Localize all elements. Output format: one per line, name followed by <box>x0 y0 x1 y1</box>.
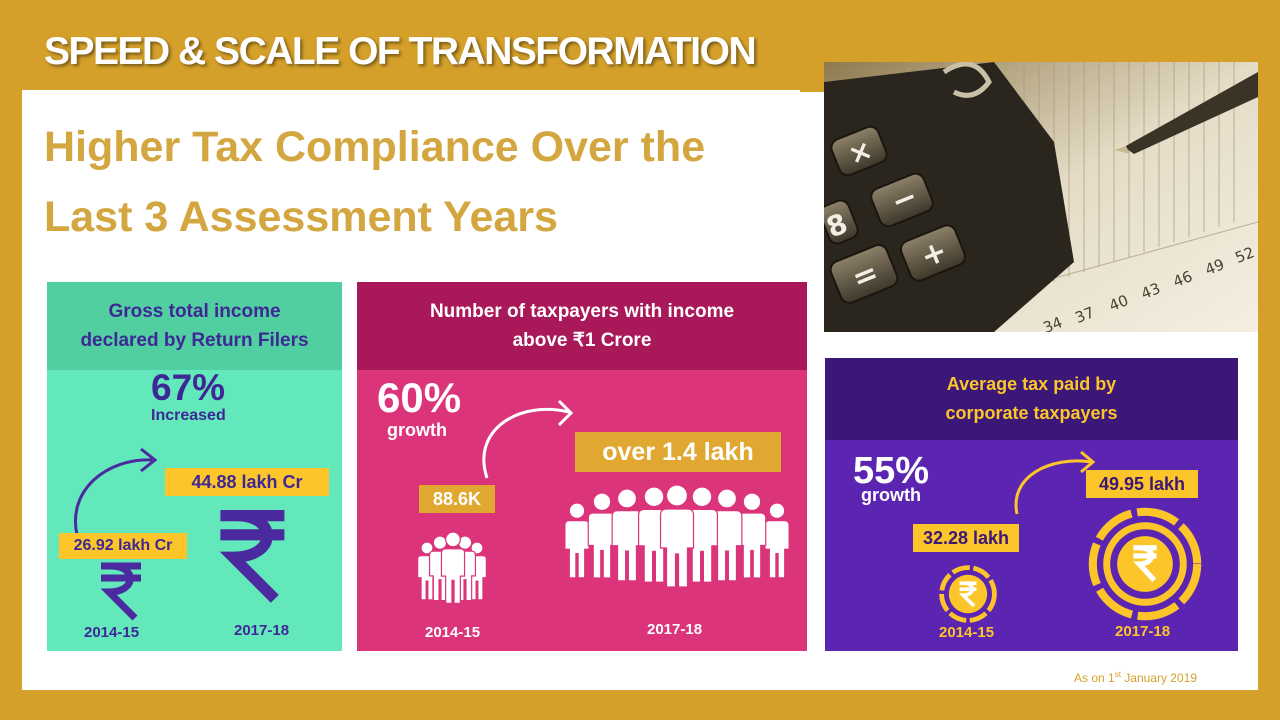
new-year-label: 2017-18 <box>234 622 290 639</box>
title-line-2: above ₹1 Crore <box>512 330 652 351</box>
growth-arrow-icon <box>74 447 158 536</box>
rupee-icon <box>100 562 141 621</box>
old-value-tag: 26.92 lakh Cr <box>59 533 187 559</box>
footnote-suffix: January 2019 <box>1120 671 1197 685</box>
card-taxpayers-title: Number of taxpayers with income above ₹1… <box>357 282 807 370</box>
person-icon <box>659 484 695 588</box>
new-value-tag: over 1.4 lakh <box>575 432 781 472</box>
svg-text:49: 49 <box>1203 255 1227 279</box>
percent-value: 60% <box>377 374 462 421</box>
person-icon <box>440 531 466 604</box>
person-icon <box>711 488 743 582</box>
growth-arrow-icon <box>482 399 574 479</box>
title-line-2: corporate taxpayers <box>945 403 1118 423</box>
rupee-icon-large <box>219 510 285 603</box>
card-corporate-tax: Average tax paid by corporate taxpayers … <box>825 358 1238 651</box>
svg-text:40: 40 <box>1107 291 1131 315</box>
percent-label: growth <box>861 485 921 505</box>
card-taxpayers: Number of taxpayers with income above ₹1… <box>357 282 807 651</box>
old-year-label: 2014-15 <box>425 624 481 641</box>
new-value-tag: 44.88 lakh Cr <box>165 468 329 496</box>
rupee-coin-icon-large <box>1088 507 1202 621</box>
calculator-and-pen-icon: × − + = 8 34 37 40 43 46 49 52 <box>824 62 1258 332</box>
person-icon <box>587 492 617 579</box>
svg-text:43: 43 <box>1139 279 1163 303</box>
old-value-tag: 32.28 lakh <box>913 524 1019 552</box>
new-value-tag: 49.95 lakh <box>1086 470 1198 498</box>
heading-line-1: Higher Tax Compliance Over the <box>44 123 706 171</box>
person-icon <box>764 502 790 579</box>
svg-text:34: 34 <box>1041 313 1065 332</box>
svg-text:37: 37 <box>1073 303 1097 327</box>
footnote-prefix: As on 1 <box>1074 671 1115 685</box>
footnote-sup: st <box>1114 670 1121 679</box>
title-line-1: Number of taxpayers with income <box>429 301 735 322</box>
old-year-label: 2014-15 <box>939 624 995 641</box>
percent-label: growth <box>387 420 447 440</box>
people-icon-large <box>564 484 790 588</box>
person-icon <box>611 488 643 582</box>
old-value-tag: 88.6K <box>419 485 495 513</box>
title-line-1: Gross total income <box>108 301 281 322</box>
percent-label: Increased <box>151 407 226 424</box>
svg-text:52: 52 <box>1233 243 1257 267</box>
growth-arrow-icon <box>1014 450 1096 515</box>
percent-value: 55% <box>853 450 930 492</box>
footnote: As on 1st January 2019 <box>1074 670 1197 685</box>
calculator-photo: × − + = 8 34 37 40 43 46 49 52 <box>824 62 1258 332</box>
svg-text:46: 46 <box>1171 267 1195 291</box>
banner-title: SPEED & SCALE OF TRANSFORMATION <box>44 30 757 73</box>
rupee-coin-icon <box>939 565 997 623</box>
card-gross-income: Gross total income declared by Return Fi… <box>47 282 342 651</box>
heading-line-2: Last 3 Assessment Years <box>44 193 558 241</box>
new-year-label: 2017-18 <box>1115 623 1171 640</box>
page-heading: Higher Tax Compliance Over the Last 3 As… <box>44 112 804 252</box>
card-corporate-tax-title: Average tax paid by corporate taxpayers <box>825 358 1238 440</box>
person-icon <box>564 502 590 579</box>
person-icon <box>737 492 767 579</box>
title-line-1: Average tax paid by <box>946 374 1117 394</box>
old-year-label: 2014-15 <box>84 624 140 641</box>
new-year-label: 2017-18 <box>647 621 703 638</box>
title-line-2: declared by Return Filers <box>80 330 309 351</box>
people-icon <box>417 531 487 604</box>
card-gross-income-title: Gross total income declared by Return Fi… <box>47 282 342 370</box>
percent-value: 67% <box>151 367 226 408</box>
